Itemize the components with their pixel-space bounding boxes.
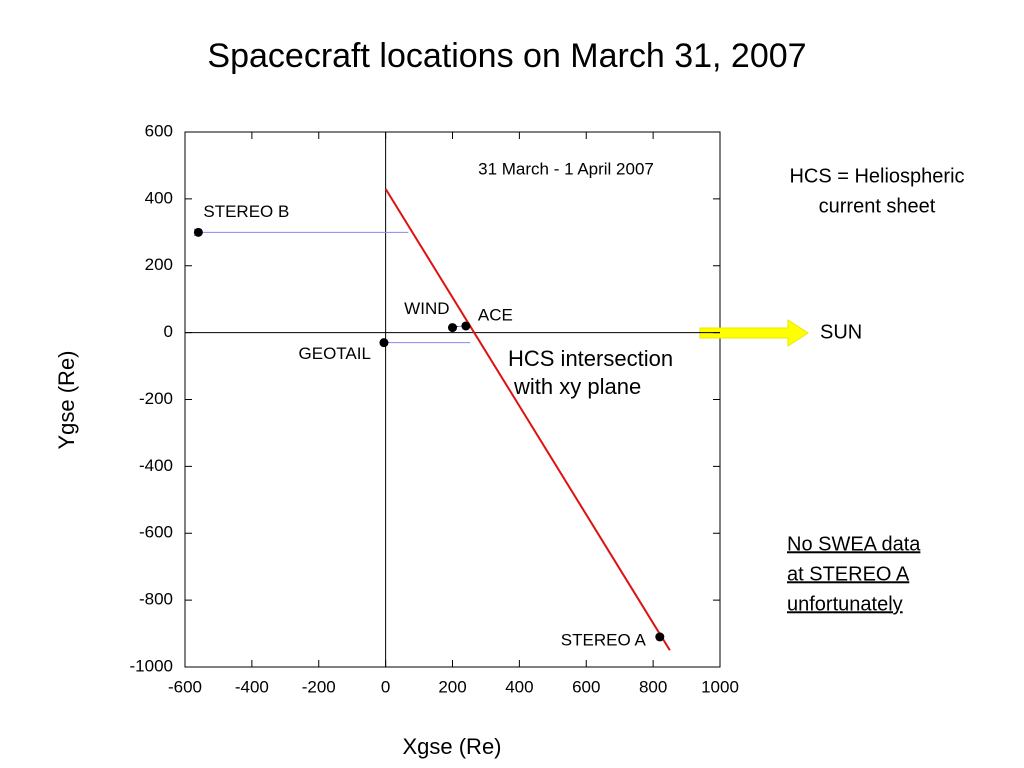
swea-note: No SWEA data: [787, 533, 921, 555]
point-label: WIND: [404, 299, 449, 318]
x-tick-label: 1000: [701, 677, 739, 696]
swea-note: at STEREO A: [787, 563, 910, 585]
x-tick-label: -600: [168, 677, 202, 696]
x-tick-label: -200: [302, 677, 336, 696]
x-tick-label: 600: [572, 677, 600, 696]
y-tick-label: 0: [164, 322, 173, 341]
hcs-label: HCS intersection: [508, 346, 673, 371]
x-axis-label: Xgse (Re): [402, 734, 501, 759]
y-tick-label: -200: [139, 389, 173, 408]
x-tick-label: 400: [505, 677, 533, 696]
subtitle: 31 March - 1 April 2007: [478, 159, 654, 178]
spacecraft-point: [379, 338, 389, 348]
hcs-note: HCS = Heliospheric: [789, 165, 964, 187]
point-label: GEOTAIL: [299, 344, 371, 363]
point-label: STEREO A: [561, 630, 647, 649]
y-axis-label: Ygse (Re): [54, 350, 79, 449]
hcs-line: [384, 188, 671, 651]
x-tick-label: 200: [438, 677, 466, 696]
x-tick-label: -400: [235, 677, 269, 696]
swea-note: unfortunately: [787, 593, 903, 615]
y-tick-label: -400: [139, 456, 173, 475]
y-tick-label: -800: [139, 590, 173, 609]
y-tick-label: 200: [145, 255, 173, 274]
hcs-label: with xy plane: [513, 374, 641, 399]
x-tick-label: 800: [639, 677, 667, 696]
sun-label: SUN: [820, 321, 862, 343]
spacecraft-point: [461, 321, 471, 331]
sun-arrow: [699, 319, 809, 347]
y-tick-label: 600: [145, 121, 173, 140]
chart-title: Spacecraft locations on March 31, 2007: [207, 37, 806, 75]
x-tick-label: 0: [381, 677, 390, 696]
y-tick-label: -1000: [130, 656, 173, 675]
spacecraft-point: [193, 227, 203, 237]
y-tick-label: 400: [145, 188, 173, 207]
spacecraft-point: [448, 323, 457, 333]
y-tick-label: -600: [139, 523, 173, 542]
spacecraft-point: [655, 632, 665, 642]
point-label: ACE: [478, 305, 513, 324]
hcs-note: current sheet: [819, 195, 936, 217]
point-label: STEREO B: [203, 202, 289, 221]
